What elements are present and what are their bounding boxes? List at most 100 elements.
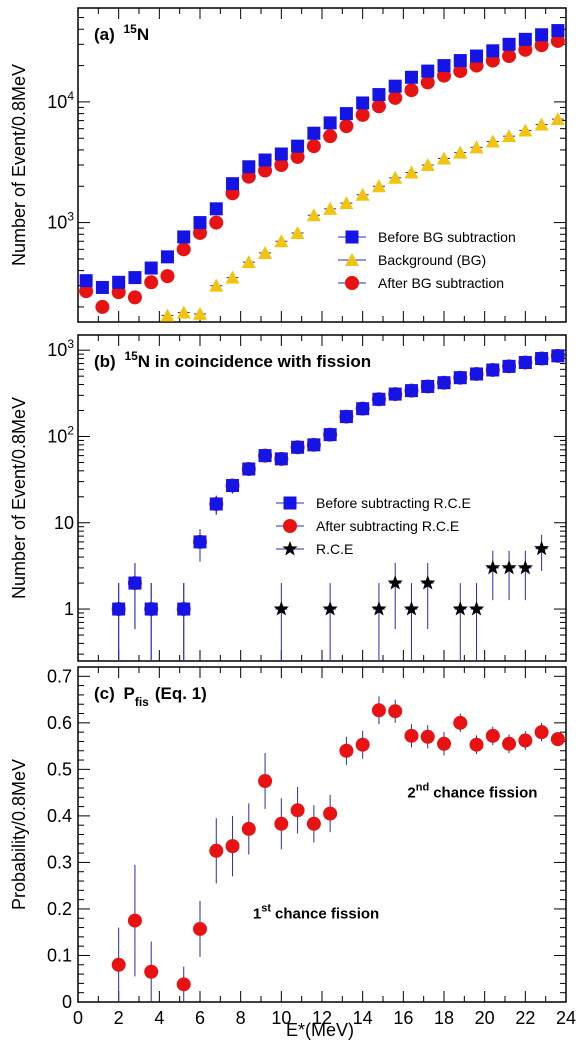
- data-point: [193, 535, 207, 549]
- data-point: [193, 306, 207, 320]
- data-series-group: [111, 696, 565, 1002]
- data-point: [485, 728, 500, 743]
- series-background-bg: [160, 112, 565, 322]
- data-point: [518, 42, 533, 57]
- data-point: [144, 602, 158, 616]
- y-tick-label: 1: [64, 599, 74, 619]
- data-point: [534, 117, 549, 131]
- data-point: [127, 290, 142, 305]
- data-point: [225, 839, 240, 854]
- data-point: [437, 68, 451, 83]
- data-point: [274, 816, 289, 831]
- x-tick-label: 6: [195, 1008, 205, 1028]
- data-point: [209, 202, 223, 216]
- data-point: [274, 158, 289, 172]
- legend-marker: [345, 276, 359, 290]
- data-point: [470, 49, 484, 63]
- data-point: [518, 356, 532, 370]
- data-point: [322, 601, 338, 616]
- data-point: [323, 129, 338, 144]
- data-point: [421, 379, 435, 393]
- data-point: [453, 64, 468, 79]
- data-point: [437, 151, 451, 165]
- data-point: [469, 140, 484, 154]
- data-point: [160, 269, 175, 284]
- data-point: [371, 703, 386, 718]
- data-point: [323, 428, 337, 442]
- data-point: [502, 359, 516, 373]
- legend: Before BG subtraction Background (BG) Afte…: [338, 229, 516, 291]
- panel-a: 103 104 Number of Event/0.8MeV (a) 15N Befor…: [9, 7, 567, 323]
- data-point: [209, 215, 224, 230]
- data-point: [404, 728, 419, 743]
- data-point: [258, 153, 272, 167]
- data-point: [371, 179, 386, 193]
- data-point: [225, 270, 240, 284]
- data-point: [307, 126, 321, 140]
- data-point: [372, 392, 386, 406]
- data-point: [144, 964, 159, 979]
- data-point: [388, 90, 403, 105]
- data-point: [112, 275, 126, 289]
- panel-b: 1 10 102 103 Number of Event/0.8MeV (b) 15N i…: [9, 334, 567, 662]
- data-point: [339, 410, 353, 424]
- data-point: [176, 305, 191, 319]
- legend-label: Before BG subtraction: [378, 229, 516, 245]
- data-point: [533, 540, 550, 556]
- data-point: [485, 559, 501, 575]
- data-point: [502, 129, 517, 143]
- series-r-c-e: [273, 534, 550, 661]
- data-point: [404, 83, 419, 98]
- data-point: [502, 37, 516, 51]
- data-point: [95, 299, 110, 314]
- data-point: [306, 208, 321, 222]
- data-point: [176, 242, 191, 257]
- data-point: [469, 737, 484, 752]
- data-point: [470, 367, 484, 381]
- y-tick-label: 0.6: [47, 713, 72, 733]
- x-tick-label: 0: [73, 1008, 83, 1028]
- data-point: [550, 33, 565, 48]
- x-tick-label: 12: [312, 1008, 332, 1028]
- data-point: [356, 96, 370, 110]
- data-point: [355, 107, 370, 122]
- data-point: [209, 278, 224, 292]
- data-point: [258, 163, 273, 178]
- x-tick-label: 16: [393, 1008, 413, 1028]
- y-tick-label: 0.3: [47, 852, 72, 872]
- series-probability: [111, 696, 565, 1002]
- data-point: [160, 308, 175, 322]
- data-point: [274, 147, 288, 161]
- data-point: [193, 921, 207, 936]
- data-point: [453, 54, 467, 68]
- data-point: [339, 743, 354, 758]
- data-point: [355, 187, 370, 201]
- data-point: [371, 99, 386, 114]
- x-tick-label: 18: [434, 1008, 454, 1028]
- annotation-label: 1st chance fission: [253, 902, 379, 922]
- data-point: [518, 733, 533, 748]
- data-point: [339, 107, 353, 121]
- legend-marker: [345, 230, 359, 244]
- data-point: [518, 123, 533, 137]
- x-tick-label: 10: [271, 1008, 291, 1028]
- data-point: [258, 449, 272, 463]
- y-tick-label: 0.4: [47, 806, 72, 826]
- data-point: [144, 261, 158, 275]
- legend: Before subtracting R.C.E After subtractin…: [276, 495, 471, 557]
- data-point: [534, 38, 549, 53]
- y-tick-label: 103: [47, 210, 74, 233]
- legend-label: After BG subtraction: [378, 275, 504, 291]
- data-point: [79, 284, 94, 299]
- data-point: [486, 44, 500, 58]
- x-tick-label: 8: [236, 1008, 246, 1028]
- data-point: [517, 559, 533, 575]
- data-point: [290, 225, 305, 239]
- y-tick-label: 10: [54, 513, 74, 533]
- x-tick-label: 24: [556, 1008, 576, 1028]
- data-point: [518, 32, 532, 46]
- annotation-label: 2nd chance fission: [407, 781, 537, 801]
- data-point: [128, 576, 142, 590]
- data-series-group: [79, 24, 565, 322]
- y-tick-label: 0.7: [47, 666, 72, 686]
